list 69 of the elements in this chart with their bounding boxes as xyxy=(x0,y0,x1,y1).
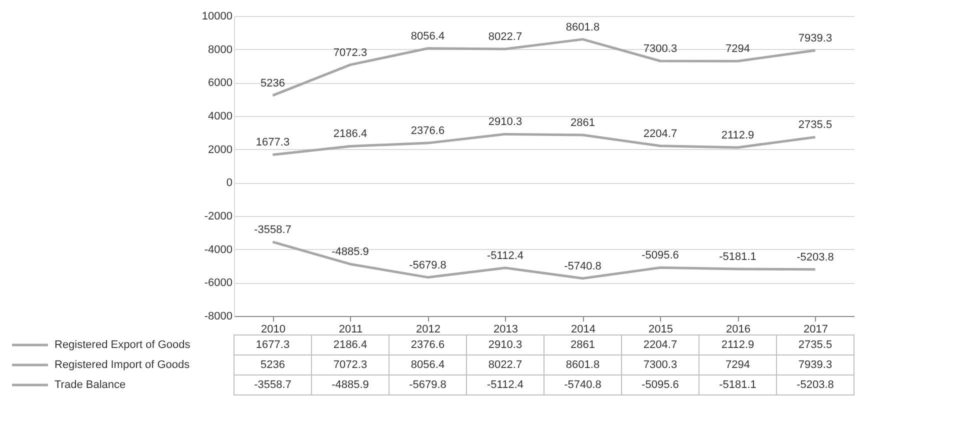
data-label: -5203.8 xyxy=(796,251,834,264)
y-tick-label: 8000 xyxy=(208,44,232,56)
text: 1677.3 xyxy=(256,339,290,351)
text: 2376.6 xyxy=(410,339,445,351)
data-label: 8022.7 xyxy=(488,30,522,43)
data-label: -5679.8 xyxy=(409,259,446,272)
text: -3558.7 xyxy=(254,379,292,391)
text: -4885.9 xyxy=(332,379,369,391)
y-tick-label: -6000 xyxy=(204,277,232,290)
data-label: 2204.7 xyxy=(643,128,678,140)
data-label: 2376.6 xyxy=(410,125,445,138)
data-label: -5112.4 xyxy=(487,250,524,262)
text: -5181.1 xyxy=(719,379,756,391)
text: 7300.3 xyxy=(643,359,678,371)
text: -5112.4 xyxy=(487,379,524,391)
y-tick-label: 6000 xyxy=(208,77,232,90)
data-label: 2186.4 xyxy=(333,128,368,140)
data-label: -5740.8 xyxy=(564,260,602,272)
data-label: 7300.3 xyxy=(643,42,678,55)
text: 2112.9 xyxy=(721,339,754,351)
text: 8056.4 xyxy=(410,359,445,371)
text: 2861 xyxy=(570,339,595,351)
x-tick-label: 2015 xyxy=(648,324,673,336)
legend-label: Registered Import of Goods xyxy=(54,359,190,371)
y-tick-label: -2000 xyxy=(204,210,232,222)
text: -5679.8 xyxy=(409,379,446,391)
text: 2204.7 xyxy=(643,339,678,351)
text: 7294 xyxy=(726,359,750,371)
data-label: 2910.3 xyxy=(488,116,522,128)
x-tick-label: 2014 xyxy=(571,324,596,336)
data-label: -5181.1 xyxy=(719,251,756,264)
text: -5203.8 xyxy=(796,379,834,391)
text: 7072.3 xyxy=(333,359,368,371)
data-label: 2735.5 xyxy=(798,119,832,132)
x-tick-label: 2013 xyxy=(494,324,518,336)
data-label: 8601.8 xyxy=(566,21,600,34)
data-label: 1677.3 xyxy=(256,136,290,149)
y-tick-label: 2000 xyxy=(208,144,232,156)
text: 2910.3 xyxy=(488,339,522,351)
data-label: 7294 xyxy=(726,43,750,56)
x-tick-label: 2017 xyxy=(804,324,828,336)
data-label: 2861 xyxy=(570,116,595,129)
data-label: -4885.9 xyxy=(332,246,369,258)
y-tick-label: 0 xyxy=(226,177,232,190)
text: 2186.4 xyxy=(333,339,368,351)
data-label: 5236 xyxy=(260,77,285,90)
text: -5740.8 xyxy=(564,379,602,391)
data-label: 8056.4 xyxy=(410,30,445,42)
text: 8601.8 xyxy=(566,359,600,371)
y-tick-label: 10000 xyxy=(202,10,232,22)
text: -5095.6 xyxy=(642,379,679,391)
y-tick-label: -4000 xyxy=(204,244,232,256)
y-tick-label: -8000 xyxy=(204,310,232,322)
legend-label: Trade Balance xyxy=(54,379,126,391)
y-tick-label: 4000 xyxy=(208,110,232,122)
legend-label: Registered Export of Goods xyxy=(54,339,191,351)
data-label: 7939.3 xyxy=(798,32,832,44)
text: 2735.5 xyxy=(798,339,832,351)
data-label: -5095.6 xyxy=(642,250,679,262)
x-tick-label: 2016 xyxy=(726,324,750,336)
x-tick-label: 2011 xyxy=(338,324,363,336)
x-tick-label: 2012 xyxy=(416,324,440,336)
text: 5236 xyxy=(260,359,285,371)
data-label: -3558.7 xyxy=(254,224,292,236)
x-tick-label: 2010 xyxy=(261,324,286,336)
text: 7939.3 xyxy=(798,359,832,371)
data-label: 2112.9 xyxy=(721,129,754,142)
text: 8022.7 xyxy=(488,359,522,371)
data-label: 7072.3 xyxy=(333,46,368,59)
